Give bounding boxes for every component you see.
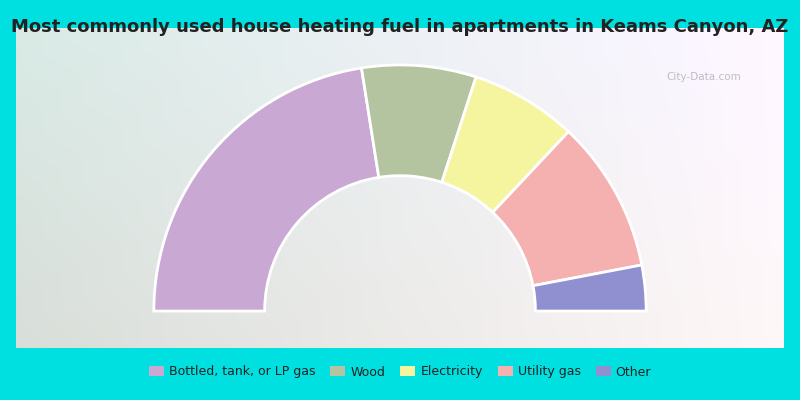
Wedge shape bbox=[493, 132, 642, 286]
Text: Most commonly used house heating fuel in apartments in Keams Canyon, AZ: Most commonly used house heating fuel in… bbox=[11, 18, 789, 36]
Legend: Bottled, tank, or LP gas, Wood, Electricity, Utility gas, Other: Bottled, tank, or LP gas, Wood, Electric… bbox=[149, 366, 651, 378]
Wedge shape bbox=[442, 77, 569, 212]
Wedge shape bbox=[154, 68, 379, 311]
Wedge shape bbox=[362, 65, 476, 182]
Text: City-Data.com: City-Data.com bbox=[666, 72, 742, 82]
Wedge shape bbox=[533, 265, 646, 311]
